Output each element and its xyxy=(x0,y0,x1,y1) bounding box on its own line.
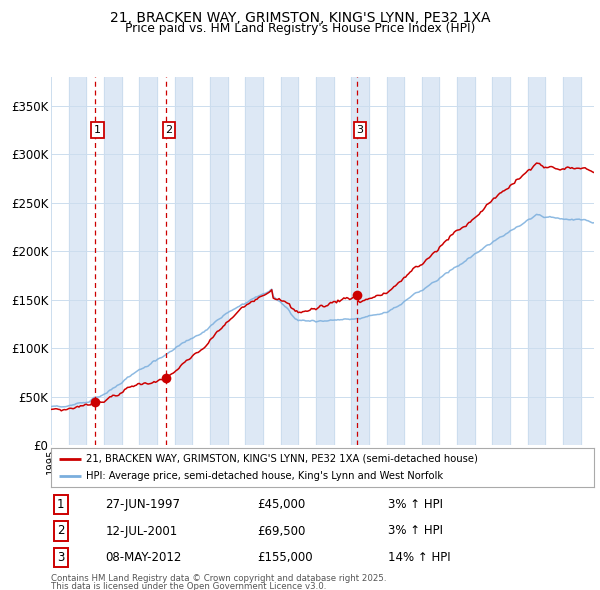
Text: 14% ↑ HPI: 14% ↑ HPI xyxy=(388,551,450,564)
Bar xyxy=(281,77,298,445)
Bar xyxy=(422,77,439,445)
Text: £45,000: £45,000 xyxy=(257,498,305,511)
Bar xyxy=(493,77,510,445)
Text: HPI: Average price, semi-detached house, King's Lynn and West Norfolk: HPI: Average price, semi-detached house,… xyxy=(86,471,443,481)
Bar xyxy=(139,77,157,445)
Text: 2: 2 xyxy=(57,525,65,537)
Text: Price paid vs. HM Land Registry's House Price Index (HPI): Price paid vs. HM Land Registry's House … xyxy=(125,22,475,35)
Text: £155,000: £155,000 xyxy=(257,551,313,564)
Text: 12-JUL-2001: 12-JUL-2001 xyxy=(106,525,178,537)
Text: £69,500: £69,500 xyxy=(257,525,306,537)
Text: 27-JUN-1997: 27-JUN-1997 xyxy=(106,498,181,511)
Text: 08-MAY-2012: 08-MAY-2012 xyxy=(106,551,182,564)
Bar xyxy=(245,77,263,445)
Bar xyxy=(68,77,86,445)
Text: 1: 1 xyxy=(94,125,101,135)
Bar xyxy=(563,77,581,445)
Text: 3% ↑ HPI: 3% ↑ HPI xyxy=(388,525,443,537)
Bar xyxy=(528,77,545,445)
Text: 1: 1 xyxy=(57,498,65,511)
Bar xyxy=(457,77,475,445)
Bar xyxy=(316,77,334,445)
Text: This data is licensed under the Open Government Licence v3.0.: This data is licensed under the Open Gov… xyxy=(51,582,326,590)
Text: Contains HM Land Registry data © Crown copyright and database right 2025.: Contains HM Land Registry data © Crown c… xyxy=(51,574,386,583)
Text: 3% ↑ HPI: 3% ↑ HPI xyxy=(388,498,443,511)
Text: 2: 2 xyxy=(166,125,173,135)
Text: 3: 3 xyxy=(57,551,64,564)
Bar xyxy=(175,77,192,445)
Text: 21, BRACKEN WAY, GRIMSTON, KING'S LYNN, PE32 1XA (semi-detached house): 21, BRACKEN WAY, GRIMSTON, KING'S LYNN, … xyxy=(86,454,478,464)
Bar xyxy=(104,77,122,445)
Text: 3: 3 xyxy=(356,125,364,135)
Text: 21, BRACKEN WAY, GRIMSTON, KING'S LYNN, PE32 1XA: 21, BRACKEN WAY, GRIMSTON, KING'S LYNN, … xyxy=(110,11,490,25)
Bar xyxy=(351,77,369,445)
Bar xyxy=(210,77,227,445)
Bar xyxy=(386,77,404,445)
